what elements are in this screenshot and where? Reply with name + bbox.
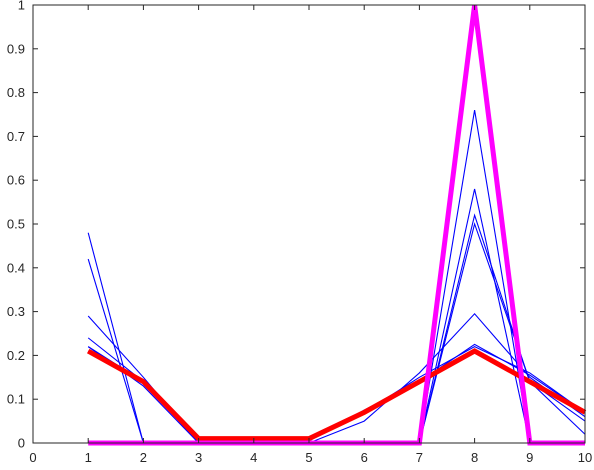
y-tick-label: 0.6	[7, 173, 25, 188]
x-tick-label: 3	[195, 450, 202, 465]
x-tick-label: 4	[250, 450, 257, 465]
x-tick-label: 5	[305, 450, 312, 465]
y-tick-label: 0.2	[7, 348, 25, 363]
x-tick-label: 7	[416, 450, 423, 465]
x-tick-label: 6	[361, 450, 368, 465]
y-tick-label: 0.9	[7, 41, 25, 56]
series-line-5	[87, 312, 586, 444]
x-tick-label: 9	[526, 450, 533, 465]
x-tick-label: 8	[471, 450, 478, 465]
x-tick-label: 0	[29, 450, 36, 465]
y-tick-label: 0.1	[7, 392, 25, 407]
series-line-8	[86, 348, 587, 442]
x-tick-label: 10	[578, 450, 592, 465]
y-tick-label: 0.4	[7, 260, 25, 275]
y-tick-label: 0.8	[7, 85, 25, 100]
axes-layer: 0 1 2 3 4 5 6 7 8 9 10 0 0.1 0.2 0.3 0.4 0.5 0.6 0.7 0.8 0.9…	[7, 0, 592, 465]
x-tick-label: 1	[85, 450, 92, 465]
y-tick-label: 0.3	[7, 304, 25, 319]
x-tick-label: 2	[140, 450, 147, 465]
y-tick-label: 1	[18, 0, 25, 13]
y-tick-label: 0	[18, 436, 25, 451]
y-tick-label: 0.5	[7, 217, 25, 232]
y-tick-label: 0.7	[7, 129, 25, 144]
